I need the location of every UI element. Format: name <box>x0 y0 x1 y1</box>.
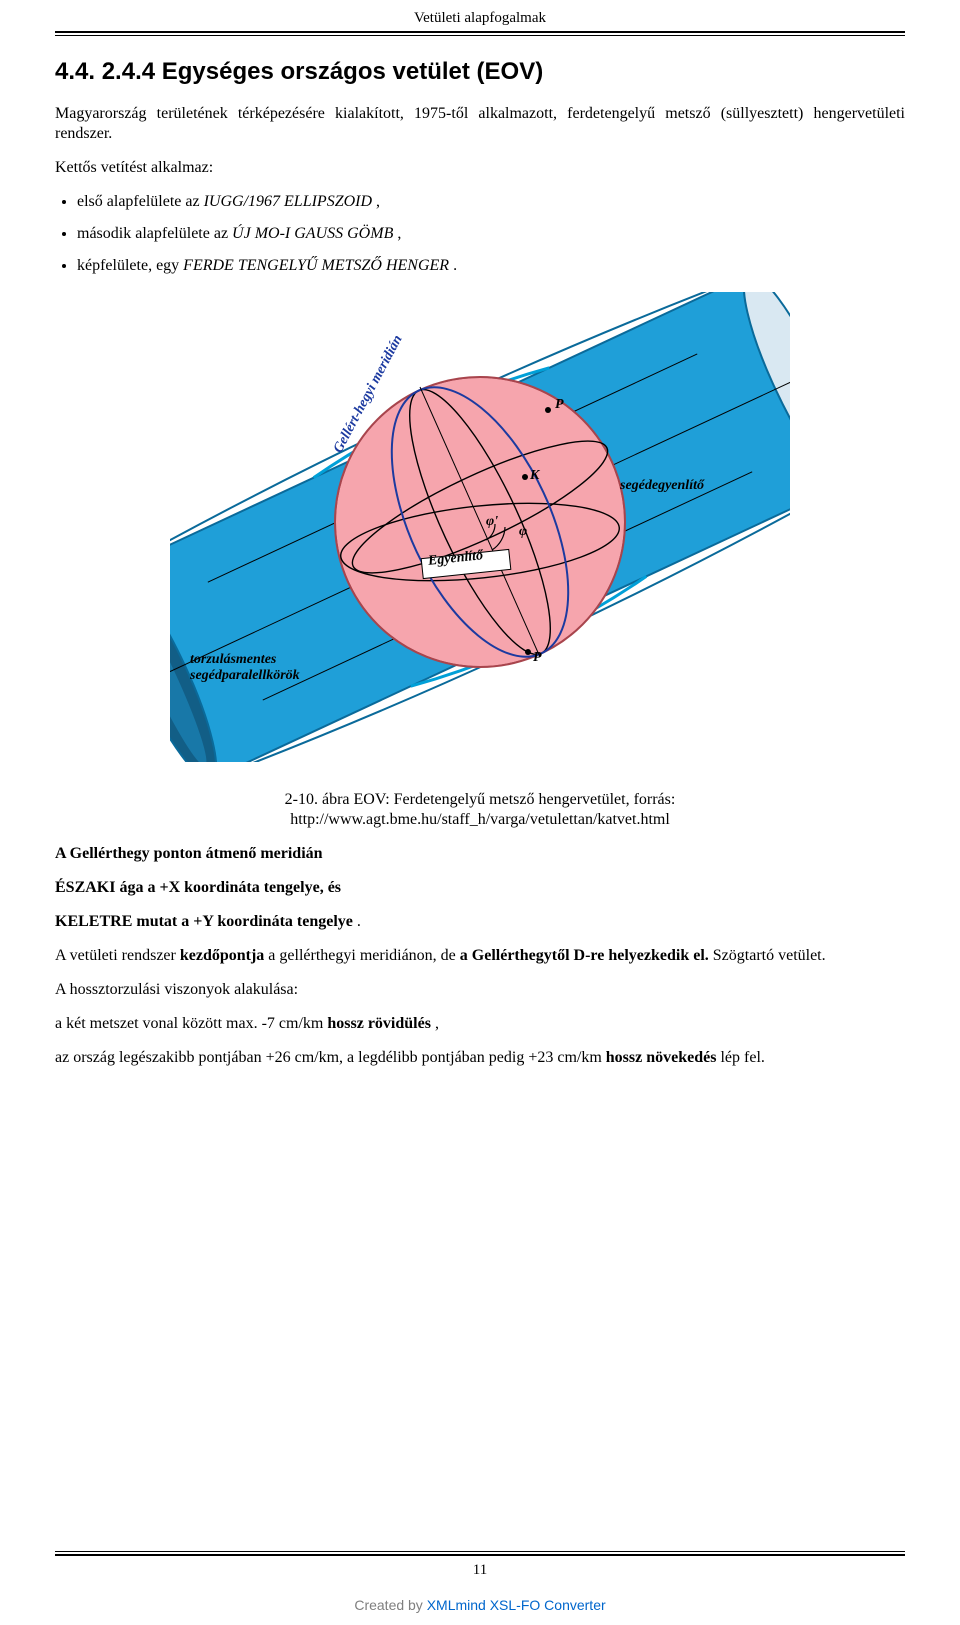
eov-figure: P K Egyenlítő segédegyenlítő Gellért-heg… <box>170 292 790 762</box>
bullet-italic: ÚJ MO-I GAUSS GÖMB <box>232 225 393 242</box>
footer-rule-thick <box>55 1554 905 1556</box>
kelet-tail: . <box>353 913 361 930</box>
label-k: K <box>530 468 539 484</box>
kelet-line: KELETRE mutat a +Y koordináta tengelye . <box>55 912 905 932</box>
bullet-pre: első alapfelülete az <box>77 193 204 210</box>
bullet-italic: IUGG/1967 ELLIPSZOID <box>204 193 372 210</box>
row-a-pre: a két metszet vonal között max. -7 cm/km <box>55 1015 327 1032</box>
bullet-post: , <box>393 225 401 242</box>
row-b-bold: hossz növekedés <box>606 1049 717 1066</box>
label-torzulas-2: segédparalellkörök <box>190 668 300 683</box>
row-a-bold: hossz rövidülés <box>327 1015 431 1032</box>
footer-tool-link[interactable]: XMLmind XSL-FO Converter <box>427 1597 606 1613</box>
footer-rule-thin <box>55 1551 905 1552</box>
bullet-post: . <box>449 257 457 274</box>
bold-line-2: ÉSZAKI ága a +X koordináta tengelye, és <box>55 878 905 898</box>
bullet-item: képfelülete, egy FERDE TENGELYŰ METSZŐ H… <box>77 256 905 276</box>
bullet-item: második alapfelülete az ÚJ MO-I GAUSS GÖ… <box>77 224 905 244</box>
section-title-text: Egységes országos vetület (EOV) <box>162 58 543 85</box>
hossz-row-a: a két metszet vonal között max. -7 cm/km… <box>55 1014 905 1034</box>
label-p-top: P <box>555 397 564 413</box>
bullet-pre: képfelülete, egy <box>77 257 183 274</box>
bullet-pre: második alapfelülete az <box>77 225 232 242</box>
origin-p2: a gellérthegyi meridiánon, de <box>264 947 459 964</box>
intro-paragraph: Magyarország területének térképezésére k… <box>55 104 905 144</box>
bullet-item: első alapfelülete az IUGG/1967 ELLIPSZOI… <box>77 192 905 212</box>
figure-container: P K Egyenlítő segédegyenlítő Gellért-heg… <box>55 292 905 762</box>
footer-rules: 11 <box>0 1551 960 1579</box>
row-b-post: lép fel. <box>716 1049 764 1066</box>
origin-b2: a Gellérthegytől D-re helyezkedik el. <box>460 947 709 964</box>
label-torzulas: torzulásmentes segédparalellkörök <box>190 652 300 684</box>
bullet-italic: FERDE TENGELYŰ METSZŐ HENGER <box>183 257 449 274</box>
footer-credit: Created by XMLmind XSL-FO Converter <box>0 1597 960 1613</box>
page-content: 4.4. 2.4.4 Egységes országos vetület (EO… <box>0 36 960 1068</box>
bullet-post: , <box>372 193 380 210</box>
bold-line-1: A Gellérthegy ponton átmenő meridián <box>55 844 905 864</box>
header-rule-thick <box>55 31 905 33</box>
section-heading: 4.4. 2.4.4 Egységes országos vetület (EO… <box>55 58 905 86</box>
label-torzulas-1: torzulásmentes <box>190 652 276 667</box>
origin-p3: Szögtartó vetület. <box>709 947 826 964</box>
footer-created-by: Created by <box>354 1597 426 1613</box>
origin-b1: kezdőpontja <box>180 947 264 964</box>
origin-p1: A vetületi rendszer <box>55 947 180 964</box>
label-seged-egyenlito: segédegyenlítő <box>620 478 704 494</box>
projection-bullets: első alapfelülete az IUGG/1967 ELLIPSZOI… <box>55 192 905 276</box>
running-title: Vetületi alapfogalmak <box>0 0 960 31</box>
origin-paragraph: A vetületi rendszer kezdőpontja a gellér… <box>55 946 905 966</box>
hossz-header: A hossztorzulási viszonyok alakulása: <box>55 980 905 1000</box>
double-projection-intro: Kettős vetítést alkalmaz: <box>55 158 905 178</box>
page-number: 11 <box>0 1562 960 1579</box>
hossz-row-b: az ország legészakibb pontjában +26 cm/k… <box>55 1048 905 1068</box>
section-number: 4.4. 2.4.4 <box>55 58 155 85</box>
label-p-bottom: P <box>533 650 542 666</box>
kelet-bold: KELETRE mutat a +Y koordináta tengelye <box>55 913 353 930</box>
figure-svg <box>170 292 790 762</box>
label-phi-prime: φ' <box>486 514 498 530</box>
figure-caption-wrap: 2-10. ábra EOV: Ferdetengelyű metsző hen… <box>55 790 905 830</box>
figure-caption: 2-10. ábra EOV: Ferdetengelyű metsző hen… <box>230 790 730 830</box>
row-a-post: , <box>431 1015 439 1032</box>
row-b-pre: az ország legészakibb pontjában +26 cm/k… <box>55 1049 606 1066</box>
label-phi: φ <box>519 524 527 540</box>
